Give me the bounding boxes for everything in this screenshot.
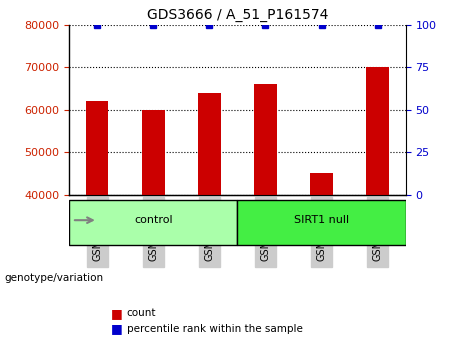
Bar xyxy=(142,110,165,195)
Text: control: control xyxy=(134,215,172,225)
Text: SIRT1 null: SIRT1 null xyxy=(294,215,349,225)
FancyBboxPatch shape xyxy=(69,200,237,245)
Text: ■: ■ xyxy=(111,322,122,335)
Bar xyxy=(254,84,277,195)
Text: genotype/variation: genotype/variation xyxy=(5,273,104,283)
FancyBboxPatch shape xyxy=(237,200,406,245)
Text: count: count xyxy=(127,308,156,318)
Text: ■: ■ xyxy=(111,307,122,320)
Bar xyxy=(310,173,333,195)
Title: GDS3666 / A_51_P161574: GDS3666 / A_51_P161574 xyxy=(147,8,328,22)
Text: percentile rank within the sample: percentile rank within the sample xyxy=(127,324,303,333)
Bar xyxy=(366,67,389,195)
Bar xyxy=(198,93,220,195)
Bar xyxy=(86,101,108,195)
